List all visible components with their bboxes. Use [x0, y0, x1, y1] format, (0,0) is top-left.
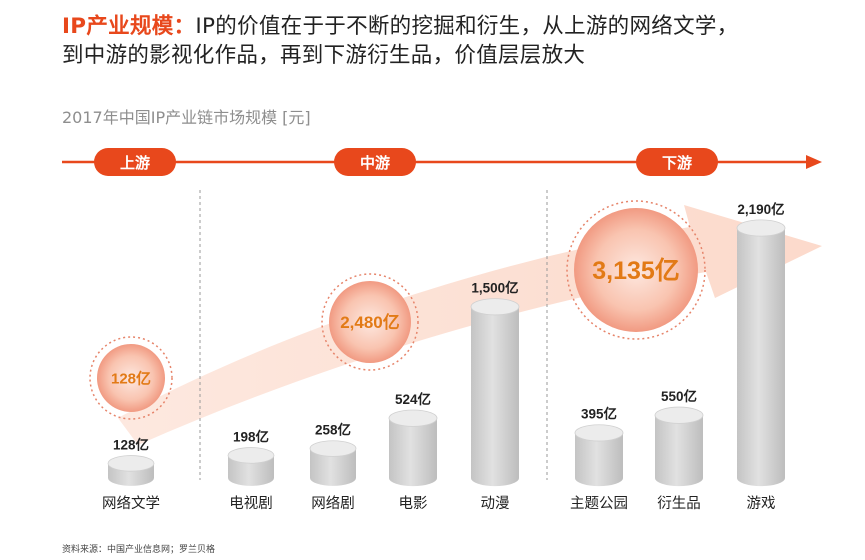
source-note: 资料来源：中国产业信息网；罗兰贝格	[62, 545, 216, 555]
bar-value-label: 2,190亿	[737, 201, 784, 217]
category-label: 电影	[399, 495, 428, 512]
stage-pill	[94, 148, 176, 176]
stage-total-label: 128亿	[111, 369, 151, 387]
category-label: 主题公园	[570, 495, 628, 512]
bar-value-label: 258亿	[315, 422, 351, 438]
stage-pill	[636, 148, 718, 176]
category-label: 动漫	[481, 495, 510, 512]
headline: IP产业规模：IP的价值在于于不断的挖掘和衍生，从上游的网络文学， 到中游的影视…	[62, 12, 852, 70]
stage-label: 上游	[120, 154, 150, 172]
bubble-ring	[321, 273, 419, 371]
bar-top	[736, 219, 786, 237]
headline-line1: IP的价值在于于不断的挖掘和衍生，从上游的网络文学，	[195, 14, 739, 39]
stage-total-bubble	[329, 281, 411, 363]
stage-total-label: 2,480亿	[340, 312, 400, 332]
bar	[310, 448, 356, 486]
bar-value-label: 524亿	[395, 391, 431, 407]
bubble-ring	[89, 336, 173, 420]
growth-arrow	[118, 205, 822, 445]
bar-value-label: 128亿	[113, 437, 149, 453]
bar-top	[470, 298, 520, 316]
bar-top	[309, 440, 357, 457]
bar-value-label: 395亿	[581, 406, 617, 422]
stage-label: 下游	[662, 154, 692, 172]
bar-top	[574, 424, 624, 442]
category-label: 网络文学	[102, 495, 160, 512]
stage-total-bubble	[574, 208, 698, 332]
bar-top	[388, 409, 438, 427]
bar-value-label: 1,500亿	[471, 280, 518, 296]
bubble-ring	[566, 200, 706, 340]
stage-label: 中游	[360, 154, 390, 172]
timeline-arrowhead	[806, 155, 822, 169]
stage-pill	[334, 148, 416, 176]
headline-highlight: IP产业规模：	[62, 14, 196, 39]
bar	[389, 418, 437, 487]
bar	[471, 306, 519, 487]
category-label: 游戏	[747, 495, 776, 512]
headline-line2: 到中游的影视化作品，再到下游衍生品，价值层层放大	[62, 43, 586, 68]
bar-top	[654, 406, 704, 424]
stage-total-bubble	[97, 344, 165, 412]
bar	[575, 432, 623, 487]
category-label: 网络剧	[311, 495, 355, 512]
bar-value-label: 550亿	[661, 388, 697, 404]
category-label: 衍生品	[657, 495, 701, 512]
category-label: 电视剧	[229, 495, 273, 512]
bar	[737, 228, 785, 487]
bar	[228, 455, 274, 486]
bar-top	[107, 455, 155, 472]
stage-total-label: 3,135亿	[592, 257, 680, 285]
bar	[655, 415, 703, 487]
bar-top	[227, 447, 275, 464]
bar-value-label: 198亿	[233, 429, 269, 445]
chart-title: 2017年中国IP产业链市场规模 [元]	[62, 108, 311, 127]
